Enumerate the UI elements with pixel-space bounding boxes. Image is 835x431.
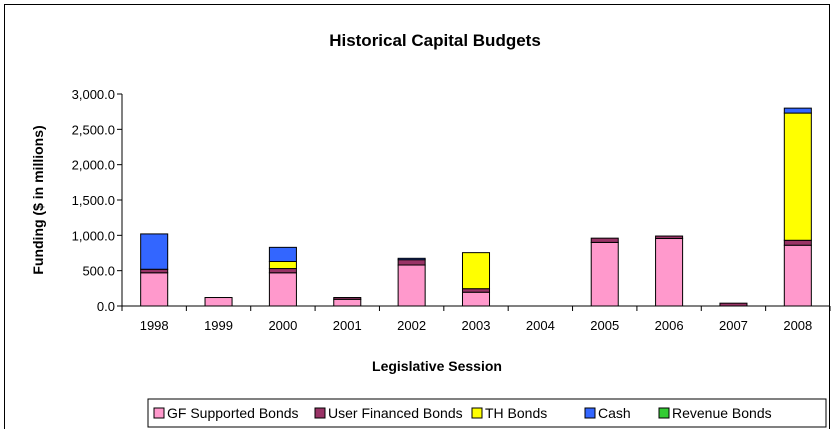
legend-swatch bbox=[584, 407, 596, 419]
bar-segment bbox=[397, 257, 426, 261]
bar-segment bbox=[783, 112, 812, 241]
bar-segment bbox=[719, 302, 748, 307]
legend-swatch bbox=[153, 407, 165, 419]
bar-segment bbox=[268, 268, 297, 274]
y-tick-label: 1,500.0 bbox=[72, 193, 115, 208]
x-tick-label: 2007 bbox=[719, 318, 748, 333]
y-tick-label: 0.0 bbox=[97, 299, 115, 314]
legend-swatch bbox=[314, 407, 326, 419]
x-tick-label: 2000 bbox=[268, 318, 297, 333]
legend-label: Revenue Bonds bbox=[672, 405, 772, 421]
legend: GF Supported Bonds User Financed Bonds TH … bbox=[147, 398, 827, 428]
x-tick-label: 2005 bbox=[590, 318, 619, 333]
x-tick-label: 2001 bbox=[333, 318, 362, 333]
y-axis-label: Funding ($ in millions) bbox=[30, 125, 46, 274]
x-tick-label: 1999 bbox=[204, 318, 233, 333]
legend-label: Cash bbox=[598, 405, 631, 421]
x-tick-label: 2004 bbox=[526, 318, 555, 333]
x-ticks: 1998 1999 2000 2001 2002 2003 2004 2005 2006 2007… bbox=[121, 306, 831, 333]
x-tick-label: 2006 bbox=[655, 318, 684, 333]
y-tick-label: 3,000.0 bbox=[72, 87, 115, 102]
bar-segment bbox=[655, 235, 684, 240]
bar-segment bbox=[783, 244, 812, 307]
bar-segment bbox=[140, 268, 169, 274]
x-tick-label: 1998 bbox=[140, 318, 169, 333]
bar-segment bbox=[397, 259, 426, 266]
bar-segment bbox=[461, 288, 491, 293]
bar-segment bbox=[590, 237, 619, 243]
legend-swatch bbox=[471, 407, 483, 419]
bar-segment bbox=[204, 297, 233, 307]
y-tick-label: 500.0 bbox=[82, 264, 115, 279]
bar-segment bbox=[655, 238, 684, 307]
y-tick-label: 2,500.0 bbox=[72, 122, 115, 137]
legend-box bbox=[147, 398, 827, 428]
bar-segment bbox=[140, 272, 169, 307]
legend-label: User Financed Bonds bbox=[328, 405, 463, 421]
bar-segment bbox=[783, 107, 812, 114]
bar-segment bbox=[397, 264, 426, 307]
legend-label: GF Supported Bonds bbox=[167, 405, 299, 421]
y-tick-label: 2,000.0 bbox=[72, 158, 115, 173]
bar-segment bbox=[268, 260, 297, 270]
bars bbox=[140, 107, 812, 307]
x-tick-label: 2003 bbox=[462, 318, 491, 333]
chart-frame: Historical Capital Budgets Legislative S… bbox=[4, 4, 831, 429]
y-tick-label: 1,000.0 bbox=[72, 228, 115, 243]
bar-segment bbox=[268, 246, 297, 262]
bar-segment bbox=[590, 241, 619, 307]
bar-segment bbox=[333, 298, 362, 307]
x-tick-label: 2008 bbox=[783, 318, 812, 333]
bar-segment bbox=[140, 233, 169, 270]
bar-segment bbox=[461, 252, 491, 290]
x-tick-label: 2002 bbox=[397, 318, 426, 333]
legend-label: TH Bonds bbox=[485, 405, 547, 421]
bar-segment bbox=[333, 297, 362, 300]
x-axis-label: Legislative Session bbox=[372, 358, 502, 374]
chart-title: Historical Capital Budgets bbox=[329, 31, 541, 50]
stacked-bar-chart: Historical Capital Budgets Legislative S… bbox=[30, 31, 831, 428]
bar-segment bbox=[461, 291, 491, 307]
y-ticks: 0.0 500.0 1,000.0 1,500.0 2,000.0 2,500.0 3,00… bbox=[72, 87, 122, 314]
legend-swatch bbox=[658, 407, 670, 419]
bar-segment bbox=[268, 272, 297, 307]
bar-segment bbox=[783, 239, 812, 246]
